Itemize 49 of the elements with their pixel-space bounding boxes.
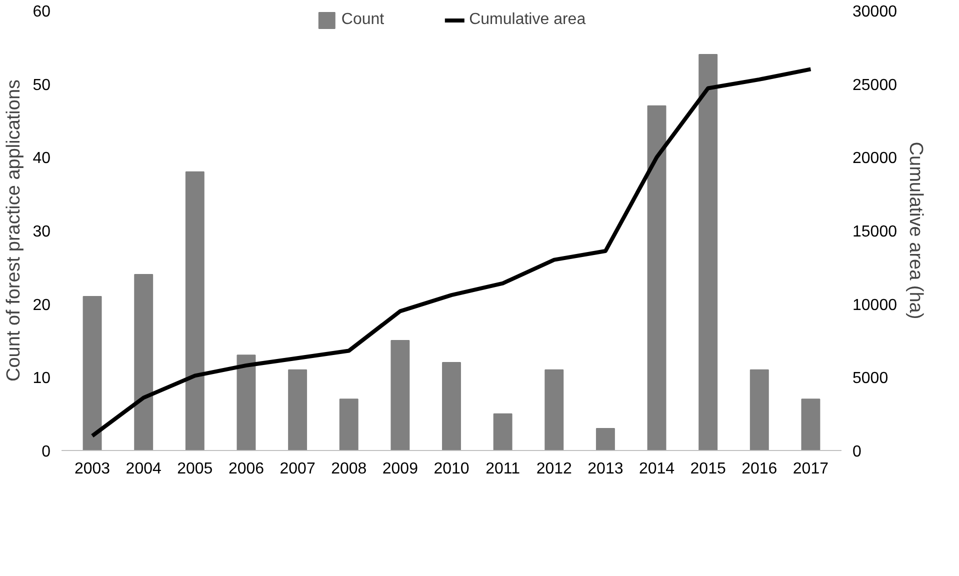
legend-label: Cumulative area	[469, 11, 586, 29]
y-tick-label: 10	[32, 370, 51, 388]
y2-tick-label: 25000	[852, 76, 898, 94]
x-tick-label: 2010	[434, 460, 470, 478]
x-tick-label: 2006	[228, 460, 264, 478]
x-tick-label: 2003	[74, 460, 110, 478]
bar	[750, 369, 769, 450]
y-tick-label: 0	[42, 444, 51, 460]
x-tick-label: 2012	[536, 460, 572, 478]
y-tick-label: 50	[32, 76, 51, 94]
bar	[801, 398, 820, 450]
bar	[442, 362, 461, 450]
y2-tick-label: 20000	[852, 150, 898, 168]
line-series	[90, 67, 813, 438]
y2-tick-label: 5000	[852, 370, 888, 388]
x-tick-label: 2005	[177, 460, 213, 478]
legend-label: Count	[341, 11, 384, 29]
x-tick-label: 2011	[486, 460, 520, 478]
x-tick-label: 2007	[280, 460, 316, 478]
bar	[698, 54, 718, 450]
x-tick-label: 2016	[742, 460, 778, 478]
y2-axis-title: Cumulative area (ha)	[904, 142, 926, 320]
y2-tick-label: 10000	[852, 296, 898, 314]
bar	[339, 398, 358, 450]
bar	[493, 413, 512, 450]
bar	[82, 296, 102, 450]
y2-tick-label: 15000	[852, 224, 898, 240]
y-tick-label: 20	[32, 296, 51, 314]
x-tick-label: 2013	[588, 460, 624, 478]
bar	[185, 171, 204, 450]
x-tick-label: 2015	[690, 460, 726, 478]
y2-tick-label: 30000	[852, 4, 898, 20]
y-axis-title: Count of forest practice applications	[4, 79, 25, 382]
bar	[288, 369, 308, 450]
y-tick-label: 40	[32, 150, 51, 168]
bar	[647, 105, 666, 450]
y-tick-label: 60	[32, 4, 51, 20]
x-tick-label: 2008	[331, 460, 367, 478]
bar	[134, 274, 154, 450]
bar	[236, 354, 256, 450]
bar	[390, 340, 410, 450]
x-tick-label: 2009	[382, 460, 418, 478]
x-tick-label: 2017	[792, 460, 829, 478]
x-tick-label: 2004	[126, 460, 162, 478]
bar	[544, 369, 564, 450]
bar	[596, 428, 615, 450]
x-tick-label: 2014	[638, 460, 675, 478]
y-tick-label: 30	[32, 224, 51, 240]
y2-tick-label: 0	[852, 444, 862, 460]
